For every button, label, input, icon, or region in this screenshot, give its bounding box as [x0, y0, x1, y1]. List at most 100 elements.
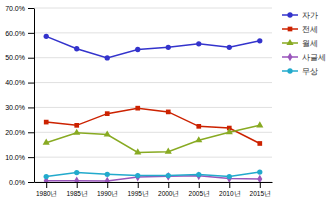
- marks: [43, 34, 264, 182]
- point: [105, 177, 110, 182]
- point: [44, 174, 49, 179]
- tick-label: 2015년: [250, 190, 271, 197]
- tick-label: 2005년: [189, 190, 210, 197]
- tick: 10.0%: [5, 154, 34, 161]
- axis-line: [35, 182, 273, 183]
- legend-marker: [287, 68, 292, 73]
- tick-mark: [28, 157, 34, 158]
- legend-label: 사글세: [302, 53, 326, 62]
- tick-label: 70.0%: [5, 5, 25, 12]
- tick-mark: [229, 182, 230, 188]
- tick-label: 30.0%: [5, 104, 25, 111]
- point: [135, 47, 140, 52]
- legend-label: 월세: [302, 39, 318, 48]
- grid-line: [34, 32, 272, 33]
- tick: 1985년: [66, 182, 87, 197]
- tick-mark: [260, 182, 261, 188]
- series-line: [46, 125, 260, 152]
- chart: 1980년 1985년 1990년 1995년 2000년 2005년 2010년 2015년…: [0, 0, 336, 202]
- series-line: [46, 108, 260, 143]
- tick-label: 10.0%: [5, 154, 25, 161]
- tick: 40.0%: [5, 79, 34, 86]
- point: [74, 46, 79, 51]
- tick-mark: [28, 132, 34, 133]
- tick: 50.0%: [5, 54, 34, 61]
- legend-marker: [287, 12, 292, 17]
- tick-mark: [28, 33, 34, 34]
- series: [44, 169, 263, 179]
- point: [165, 148, 172, 154]
- point: [196, 171, 201, 180]
- series: [43, 121, 264, 154]
- point: [195, 136, 202, 142]
- series: [44, 34, 263, 61]
- tick-label: 1990년: [97, 190, 118, 197]
- tick-mark: [28, 8, 34, 9]
- tick-label: 20.0%: [5, 129, 25, 136]
- y-axis: 0.0% 10.0% 20.0% 30.0% 40.0% 50.0% 60.0% 70.0%: [5, 5, 34, 186]
- point: [105, 55, 110, 60]
- point: [73, 129, 80, 135]
- tick: 30.0%: [5, 104, 34, 111]
- plot: 1980년 1985년 1990년 1995년 2000년 2005년 2010년 2015년…: [5, 5, 272, 197]
- point: [166, 45, 171, 50]
- tick-label: 1980년: [36, 190, 57, 197]
- point: [135, 173, 140, 178]
- legend-label: 전세: [302, 25, 318, 34]
- legend-item: 자가: [282, 11, 318, 20]
- tick: 2000년: [158, 182, 179, 197]
- legend-item: 사글세: [282, 53, 326, 62]
- tick-mark: [138, 182, 139, 188]
- series: [44, 106, 262, 146]
- tick-mark: [28, 58, 34, 59]
- point: [257, 169, 262, 174]
- grid-line: [34, 82, 272, 83]
- tick-mark: [107, 182, 108, 188]
- tick: 2015년: [250, 182, 271, 197]
- tick: 1980년: [36, 182, 57, 197]
- point: [43, 139, 50, 145]
- tick-label: 1995년: [128, 190, 149, 197]
- tick-label: 2000년: [158, 190, 179, 197]
- tick-mark: [46, 182, 47, 188]
- tick-mark: [28, 182, 34, 183]
- tick-label: 1985년: [66, 190, 87, 197]
- legend-label: 무상: [302, 67, 318, 76]
- point: [256, 121, 263, 127]
- point: [135, 173, 140, 182]
- tick-mark: [77, 182, 78, 188]
- tick: 60.0%: [5, 30, 34, 37]
- point: [44, 34, 49, 39]
- tick-mark: [28, 107, 34, 108]
- point: [196, 41, 201, 46]
- series-line: [46, 36, 260, 58]
- legend-marker: [288, 27, 293, 32]
- tick: 2010년: [219, 182, 240, 197]
- point: [227, 174, 232, 179]
- tick-label: 2010년: [219, 190, 240, 197]
- axis-line: [34, 9, 35, 183]
- tick-label: 40.0%: [5, 79, 25, 86]
- point: [74, 176, 79, 182]
- tick-mark: [168, 182, 169, 188]
- point: [166, 173, 171, 178]
- tick: 1995년: [128, 182, 149, 197]
- grid: [34, 8, 272, 182]
- x-axis: 1980년 1985년 1990년 1995년 2000년 2005년 2010년 2015년: [35, 182, 273, 197]
- legend-label: 자가: [302, 11, 318, 20]
- point: [196, 172, 201, 177]
- legend-item: 월세: [282, 39, 318, 48]
- tick-label: 60.0%: [5, 30, 25, 37]
- tick: 0.0%: [9, 179, 34, 186]
- tick-mark: [28, 83, 34, 84]
- legend-marker: [287, 53, 292, 62]
- legend-marker: [286, 39, 293, 45]
- grid-line: [34, 157, 272, 158]
- legend: 자가전세월세사글세무상: [282, 11, 326, 76]
- tick-label: 50.0%: [5, 54, 25, 61]
- tick: 1990년: [97, 182, 118, 197]
- point: [166, 172, 171, 181]
- point: [196, 124, 201, 129]
- point: [135, 106, 140, 111]
- grid-line: [34, 107, 272, 108]
